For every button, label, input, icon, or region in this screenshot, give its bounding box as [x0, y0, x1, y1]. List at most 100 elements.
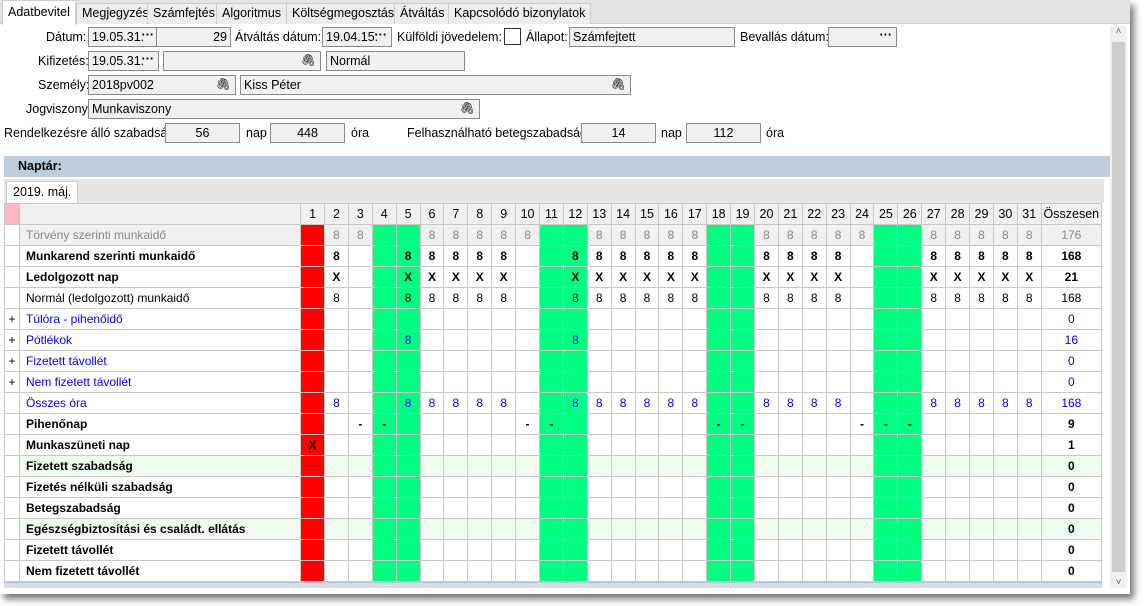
- day-cell[interactable]: 8: [610, 245, 636, 267]
- day-cell[interactable]: [562, 497, 588, 519]
- day-cell[interactable]: [921, 350, 947, 372]
- day-cell[interactable]: [634, 560, 660, 582]
- day-cell[interactable]: [945, 539, 971, 561]
- day-cell[interactable]: [682, 308, 708, 330]
- day-cell[interactable]: 8: [323, 224, 349, 246]
- day-cell[interactable]: [945, 329, 971, 351]
- day-cell[interactable]: [658, 308, 684, 330]
- day-cell[interactable]: [801, 539, 827, 561]
- day-cell[interactable]: [443, 455, 469, 477]
- szemely-kod-field[interactable]: 2018pv002 🖇: [88, 75, 236, 95]
- day-cell[interactable]: 8: [323, 392, 349, 414]
- day-cell[interactable]: -: [706, 413, 732, 435]
- day-cell[interactable]: [969, 371, 994, 393]
- day-cell[interactable]: 8: [467, 392, 493, 414]
- day-cell[interactable]: 8: [491, 224, 517, 246]
- day-cell[interactable]: [921, 560, 947, 582]
- day-cell[interactable]: [1016, 518, 1042, 540]
- day-cell[interactable]: [969, 455, 994, 477]
- day-cell[interactable]: [825, 518, 851, 540]
- day-cell[interactable]: [443, 560, 469, 582]
- day-cell[interactable]: [873, 434, 899, 456]
- day-cell[interactable]: [921, 434, 947, 456]
- day-cell[interactable]: [825, 497, 851, 519]
- day-cell[interactable]: [347, 539, 373, 561]
- day-cell[interactable]: [1016, 413, 1042, 435]
- day-cell[interactable]: 8: [754, 287, 779, 309]
- day-cell[interactable]: [467, 413, 493, 435]
- day-cell[interactable]: [419, 329, 445, 351]
- day-cell[interactable]: [467, 476, 493, 498]
- day-cell[interactable]: [300, 497, 325, 519]
- day-cell[interactable]: 8: [992, 287, 1018, 309]
- day-cell[interactable]: [945, 497, 971, 519]
- day-cell[interactable]: [730, 245, 756, 267]
- day-cell[interactable]: [897, 476, 923, 498]
- day-cell[interactable]: 8: [849, 224, 875, 246]
- day-cell[interactable]: [539, 371, 564, 393]
- day-cell[interactable]: [347, 497, 373, 519]
- day-cell[interactable]: [515, 350, 540, 372]
- day-cell[interactable]: [395, 413, 421, 435]
- day-cell[interactable]: [515, 476, 540, 498]
- day-cell[interactable]: [586, 434, 612, 456]
- day-cell[interactable]: 8: [777, 224, 803, 246]
- scroll-down-icon[interactable]: ˅: [1115, 577, 1122, 588]
- day-cell[interactable]: [634, 518, 660, 540]
- day-cell[interactable]: [634, 434, 660, 456]
- day-cell[interactable]: X: [969, 266, 994, 288]
- day-cell[interactable]: [801, 560, 827, 582]
- day-cell[interactable]: [658, 497, 684, 519]
- day-cell[interactable]: [539, 455, 564, 477]
- day-cell[interactable]: [395, 224, 421, 246]
- day-cell[interactable]: [825, 560, 851, 582]
- day-cell[interactable]: X: [945, 266, 971, 288]
- day-cell[interactable]: 8: [825, 392, 851, 414]
- day-cell[interactable]: [419, 560, 445, 582]
- day-cell[interactable]: [992, 413, 1018, 435]
- day-cell[interactable]: [849, 287, 875, 309]
- scrollbar-thumb[interactable]: [1112, 42, 1125, 572]
- day-cell[interactable]: [873, 476, 899, 498]
- day-cell[interactable]: [706, 497, 732, 519]
- day-cell[interactable]: [969, 413, 994, 435]
- expand-toggle[interactable]: +: [4, 308, 20, 330]
- day-cell[interactable]: [395, 476, 421, 498]
- day-cell[interactable]: [754, 434, 779, 456]
- day-cell[interactable]: 8: [323, 245, 349, 267]
- day-cell[interactable]: [443, 371, 469, 393]
- day-cell[interactable]: [730, 455, 756, 477]
- day-cell[interactable]: [347, 518, 373, 540]
- day-cell[interactable]: [634, 350, 660, 372]
- day-cell[interactable]: [682, 350, 708, 372]
- day-cell[interactable]: [849, 434, 875, 456]
- day-cell[interactable]: [467, 308, 493, 330]
- day-cell[interactable]: [419, 497, 445, 519]
- day-cell[interactable]: 8: [586, 224, 612, 246]
- day-cell[interactable]: 8: [1016, 245, 1042, 267]
- day-cell[interactable]: [443, 413, 469, 435]
- day-cell[interactable]: [562, 413, 588, 435]
- tab-koltsegmegosztas[interactable]: Költségmegosztás: [286, 3, 401, 24]
- day-cell[interactable]: [682, 497, 708, 519]
- day-cell[interactable]: [610, 560, 636, 582]
- day-cell[interactable]: [562, 539, 588, 561]
- day-cell[interactable]: [1016, 329, 1042, 351]
- day-cell[interactable]: -: [371, 413, 397, 435]
- day-cell[interactable]: [539, 224, 564, 246]
- day-cell[interactable]: X: [921, 266, 947, 288]
- day-cell[interactable]: [849, 560, 875, 582]
- day-cell[interactable]: [945, 350, 971, 372]
- day-cell[interactable]: [873, 455, 899, 477]
- day-cell[interactable]: -: [849, 413, 875, 435]
- day-cell[interactable]: [873, 287, 899, 309]
- day-cell[interactable]: [873, 245, 899, 267]
- day-cell[interactable]: 8: [443, 224, 469, 246]
- day-cell[interactable]: [610, 476, 636, 498]
- day-cell[interactable]: [300, 371, 325, 393]
- datum-field[interactable]: 19.05.31. ···: [88, 27, 159, 47]
- day-cell[interactable]: [730, 434, 756, 456]
- day-cell[interactable]: [897, 455, 923, 477]
- day-cell[interactable]: [539, 434, 564, 456]
- day-cell[interactable]: [1016, 350, 1042, 372]
